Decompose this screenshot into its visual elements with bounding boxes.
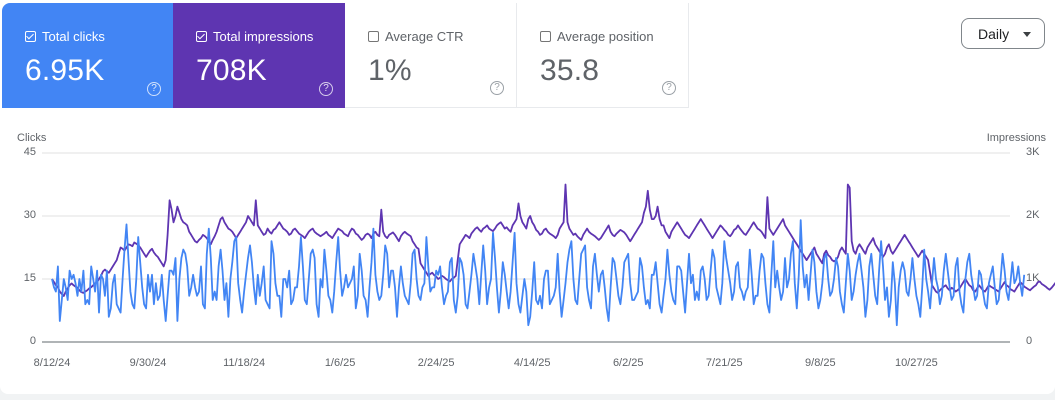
checkbox-checked-icon[interactable] xyxy=(25,31,36,42)
x-axis-tick-label: 6/2/25 xyxy=(612,357,644,369)
dropdown-arrow-icon xyxy=(1023,32,1031,37)
metric-label: Total clicks xyxy=(42,29,105,44)
left-axis-tick-label: 0 xyxy=(29,335,36,347)
metric-label: Average position xyxy=(557,29,654,44)
x-axis-tick-label: 10/27/25 xyxy=(894,357,938,369)
left-axis-title: Clicks xyxy=(17,132,47,144)
x-axis-tick-label: 1/6/25 xyxy=(324,357,356,369)
x-axis-tick-label: 9/8/25 xyxy=(805,357,836,369)
series-line-clicks xyxy=(51,219,1026,327)
metric-card-total-impressions[interactable]: Total impressions 708K ? xyxy=(173,3,345,108)
x-axis-tick-label: 7/21/25 xyxy=(705,357,743,369)
metric-card-average-ctr[interactable]: Average CTR 1% ? xyxy=(345,3,517,108)
metric-label: Average CTR xyxy=(385,29,464,44)
metric-label: Total impressions xyxy=(213,29,314,44)
checkbox-checked-icon[interactable] xyxy=(196,31,207,42)
left-axis-tick-label: 15 xyxy=(23,272,36,284)
metric-card-average-position[interactable]: Average position 35.8 ? xyxy=(517,3,689,108)
help-icon[interactable]: ? xyxy=(147,82,161,96)
series-line-impressions xyxy=(51,183,1055,297)
right-axis-title: Impressions xyxy=(986,132,1046,144)
help-icon[interactable]: ? xyxy=(662,81,676,95)
metric-value: 35.8 xyxy=(540,54,600,87)
checkbox-unchecked-icon[interactable] xyxy=(540,31,551,42)
help-icon[interactable]: ? xyxy=(319,82,333,96)
x-axis-tick-label: 8/12/24 xyxy=(33,357,71,369)
x-axis-tick-label: 4/14/25 xyxy=(513,357,551,369)
left-axis-tick-label: 45 xyxy=(23,146,36,158)
metric-card-total-clicks[interactable]: Total clicks 6.95K ? xyxy=(2,3,173,108)
granularity-dropdown[interactable]: Daily xyxy=(961,18,1045,49)
left-axis-tick-label: 30 xyxy=(23,209,36,221)
metric-value: 6.95K xyxy=(25,54,105,87)
x-axis-tick-label: 2/24/25 xyxy=(417,357,455,369)
right-axis-tick-label: 3K xyxy=(1026,146,1040,158)
granularity-selected: Daily xyxy=(978,25,1010,42)
metric-value: 1% xyxy=(368,54,412,87)
x-axis-tick-label: 11/18/24 xyxy=(223,357,266,369)
checkbox-unchecked-icon[interactable] xyxy=(368,31,379,42)
right-axis-tick-label: 2K xyxy=(1026,209,1040,221)
x-axis-tick-label: 9/30/24 xyxy=(129,357,167,369)
right-axis-tick-label: 0 xyxy=(1026,335,1033,347)
help-icon[interactable]: ? xyxy=(490,81,504,95)
metric-value: 708K xyxy=(196,54,267,87)
right-axis-tick-label: 1K xyxy=(1026,272,1040,284)
